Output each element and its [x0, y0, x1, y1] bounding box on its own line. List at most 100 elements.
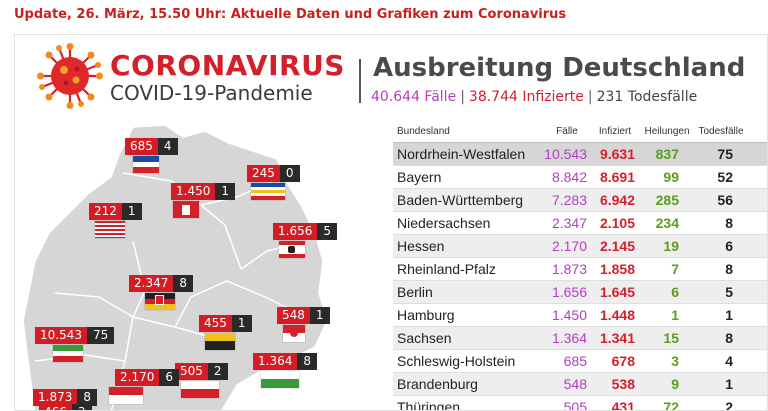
cell-cases: 1.656	[551, 284, 587, 300]
table-row: Baden-Württemberg 7.283 6.942 285 56	[393, 189, 767, 212]
map-deaths: 8	[173, 275, 193, 292]
cell-cases: 685	[563, 353, 587, 369]
map-label-niedersachsen: 2.347 8	[129, 275, 193, 292]
cell-state: Nordrhein-Westfalen	[397, 146, 526, 162]
map-label-brandenburg: 548 1	[277, 307, 330, 324]
cell-deaths: 6	[725, 238, 733, 254]
cell-healed: 285	[655, 192, 679, 208]
cell-deaths: 8	[725, 330, 733, 346]
flag-hamburg-icon	[173, 201, 199, 218]
map-deaths: 3	[71, 404, 92, 410]
map-deaths: 5	[317, 223, 337, 240]
col-infected: Infiziert	[598, 126, 632, 137]
cell-deaths: 56	[717, 192, 733, 208]
map-label-thueringen: 505 2	[175, 363, 228, 380]
table-row: Schleswig-Holstein 685 678 3 4	[393, 350, 767, 373]
cell-deaths: 2	[725, 399, 733, 411]
cell-state: Thüringen	[397, 399, 461, 411]
germany-map: 685 4 1.450 1 245 0 212 1 1.656 5	[15, 121, 393, 410]
cell-deaths: 8	[725, 261, 733, 277]
map-label-mecklenburg-vorpommern: 245 0	[247, 165, 300, 182]
cell-cases: 505	[563, 399, 587, 411]
stats-separator: |	[460, 89, 465, 105]
total-infected: 38.744 Infizierte	[468, 89, 584, 105]
cell-infected: 538	[611, 376, 635, 392]
cell-state: Rheinland-Pfalz	[397, 261, 496, 277]
map-cases: 245	[247, 165, 280, 182]
cell-healed: 19	[663, 238, 679, 254]
map-cases: 685	[125, 138, 158, 155]
map-cases: 466	[39, 404, 72, 410]
col-cases: Fälle	[556, 126, 578, 137]
cell-infected: 9.631	[599, 146, 635, 162]
state-table: Bundesland Fälle Infiziert Heilungen Tod…	[393, 121, 767, 411]
cell-deaths: 8	[725, 215, 733, 231]
cell-deaths: 1	[725, 376, 733, 392]
flag-berlin-icon	[279, 241, 305, 258]
map-deaths: 75	[87, 327, 115, 344]
map-deaths: 8	[297, 353, 317, 370]
cell-cases: 1.364	[551, 330, 587, 346]
cell-healed: 3	[671, 353, 679, 369]
cell-infected: 2.105	[599, 215, 635, 231]
cell-cases: 7.283	[551, 192, 587, 208]
cell-healed: 72	[663, 399, 679, 411]
cell-state: Schleswig-Holstein	[397, 353, 516, 369]
table-header: Bundesland Fälle Infiziert Heilungen Tod…	[393, 121, 767, 143]
cell-healed: 1	[671, 307, 679, 323]
map-cases: 212	[89, 203, 122, 220]
cell-state: Baden-Württemberg	[397, 192, 524, 208]
flag-sachsen-icon	[261, 371, 299, 388]
map-deaths: 0	[279, 165, 300, 182]
table-row: Hamburg 1.450 1.448 1 1	[393, 304, 767, 327]
cell-infected: 1.448	[599, 307, 635, 323]
map-label-sachsen: 1.364 8	[253, 353, 317, 370]
cell-healed: 9	[671, 376, 679, 392]
cell-cases: 10.543	[544, 146, 587, 162]
map-label-rheinland-pfalz: 1.873 8	[33, 389, 97, 406]
flag-bremen-icon	[95, 221, 125, 238]
map-cases: 1.656	[273, 223, 318, 240]
map-deaths: 6	[159, 369, 179, 386]
map-label-schleswig-holstein: 685 4	[125, 138, 178, 155]
map-cases: 2.170	[115, 369, 160, 386]
cell-state: Brandenburg	[397, 376, 478, 392]
total-cases: 40.644 Fälle	[371, 89, 457, 105]
cell-infected: 6.942	[599, 192, 635, 208]
cell-deaths: 52	[717, 169, 733, 185]
cell-cases: 1.873	[551, 261, 587, 277]
col-healed: Heilungen	[644, 126, 690, 137]
title-coronavirus: CORONAVIRUS	[110, 49, 345, 82]
header-divider	[359, 59, 361, 103]
map-label-berlin: 1.656 5	[273, 223, 337, 240]
flag-hessen-icon	[109, 387, 143, 404]
map-deaths: 1	[121, 203, 142, 220]
table-body: Nordrhein-Westfalen 10.543 9.631 837 75 Bayer…	[393, 143, 767, 411]
table-row: Bayern 8.842 8.691 99 52	[393, 166, 767, 189]
map-cases: 548	[277, 307, 310, 324]
flag-niedersachsen-icon	[145, 293, 175, 310]
subtitle-pandemic: COVID-19-Pandemie	[110, 81, 313, 105]
map-label-bremen: 212 1	[89, 203, 142, 220]
cell-healed: 234	[655, 215, 679, 231]
map-deaths: 1	[309, 307, 330, 324]
cell-infected: 1.341	[599, 330, 635, 346]
cell-healed: 15	[663, 330, 679, 346]
cell-infected: 678	[611, 353, 635, 369]
map-cases: 1.873	[33, 389, 78, 406]
flag-schleswig-holstein-icon	[133, 156, 159, 173]
cell-state: Sachsen	[397, 330, 452, 346]
stats-separator: |	[587, 89, 593, 105]
map-label-sachsen-anhalt: 455 1	[199, 315, 252, 332]
map-label-nordrhein-westfalen: 10.543 75	[35, 327, 115, 344]
cell-healed: 7	[671, 261, 679, 277]
map-deaths: 1	[215, 183, 235, 200]
col-state: Bundesland	[397, 126, 450, 137]
cell-state: Niedersachsen	[397, 215, 491, 231]
map-deaths: 4	[157, 138, 178, 155]
flag-sachsen-anhalt-icon	[205, 333, 235, 350]
cell-state: Hamburg	[397, 307, 455, 323]
map-deaths: 2	[207, 363, 228, 380]
table-row: Hessen 2.170 2.145 19 6	[393, 235, 767, 258]
table-row: Brandenburg 548 538 9 1	[393, 373, 767, 396]
